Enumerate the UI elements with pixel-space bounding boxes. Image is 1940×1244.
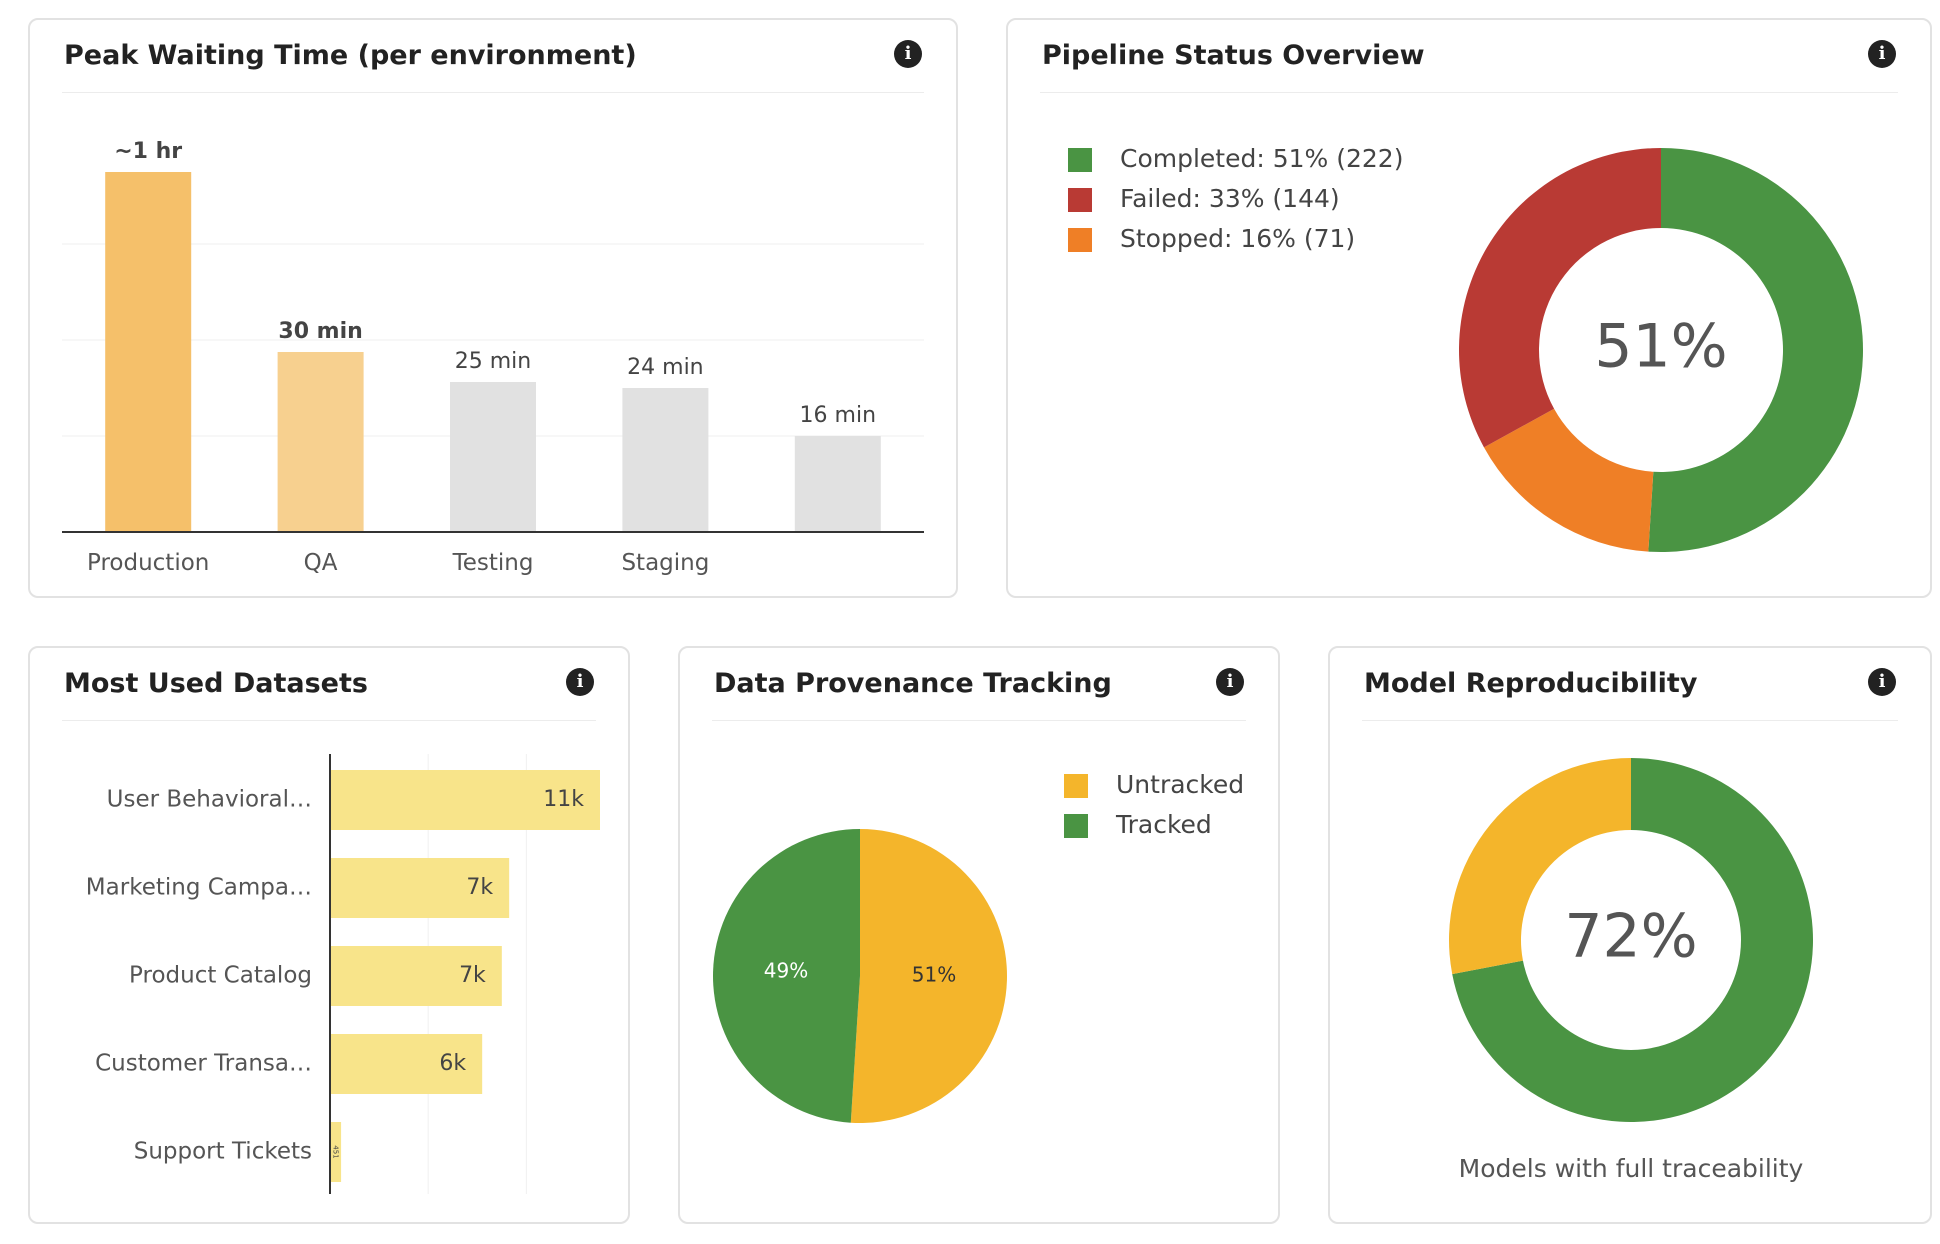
slice-tracked[interactable] [713,829,860,1123]
bar[interactable] [794,436,881,532]
card-header: Model Reproducibility i [1362,648,1898,721]
legend-swatch [1068,188,1092,212]
donut-center-label: 72% [1564,902,1697,972]
slice-stopped[interactable] [1483,408,1654,552]
legend-swatch [1064,814,1088,838]
legend-swatch [1068,148,1092,172]
slice-completed[interactable] [1648,148,1864,552]
category-tick-label: Testing [452,550,534,576]
most-used-datasets-card: Most Used Datasets i 11k 7k 7k 6k 451 User B… [28,646,630,1224]
bar-value-label: 11k [543,787,584,812]
info-icon[interactable]: i [1216,668,1244,696]
category-tick-label: Marketing Campa… [86,875,312,901]
slice-untracked[interactable] [850,829,1008,1123]
bar[interactable] [450,382,536,532]
card-title: Pipeline Status Overview [1042,40,1425,71]
card-header: Pipeline Status Overview i [1040,20,1898,93]
card-header: Most Used Datasets i [62,648,596,721]
legend-label: Tracked [1116,810,1212,839]
slice-failed[interactable] [1459,148,1661,448]
pipeline-donut-chart: 51% [1459,148,1864,552]
slice-not-traceable[interactable] [1449,758,1631,975]
chart-caption: Models with full traceability [1459,1154,1804,1183]
category-tick-label: User Behavioral… [107,787,312,813]
bar[interactable] [105,172,192,532]
pie-label-tracked: 49% [764,959,808,983]
info-icon[interactable]: i [1868,40,1896,68]
bar-value-label: ~1 hr [114,139,182,164]
peak-waiting-time-chart: ~1 hr 30 min 25 min 24 min 16 min Production… [62,139,924,576]
model-reproducibility-card: Model Reproducibility i 72% Models with … [1328,646,1932,1224]
bar[interactable] [330,770,600,830]
bar-value-label: 6k [439,1051,466,1076]
provenance-legend: Untracked Tracked [1064,770,1250,850]
donut-center-label: 51% [1594,312,1727,382]
bar[interactable] [277,352,364,532]
bar[interactable] [330,858,510,918]
info-icon[interactable]: i [894,40,922,68]
category-tick-label: Customer Transa… [95,1051,312,1077]
card-header: Data Provenance Tracking i [712,648,1246,721]
info-icon[interactable]: i [1868,668,1896,696]
legend-label: Completed: 51% (222) [1120,144,1404,173]
datasets-bar-chart: 11k 7k 7k 6k 451 User Behavioral… Marketing C… [86,754,600,1194]
bar-value-label: 25 min [455,349,531,374]
legend-label: Untracked [1116,770,1245,799]
card-title: Data Provenance Tracking [714,668,1112,699]
bar-value-label: 451 [332,1145,340,1158]
bar-value-label: 16 min [800,403,876,428]
legend-label: Stopped: 16% (71) [1120,224,1356,253]
pipeline-status-card: Pipeline Status Overview i Completed: 51… [1006,18,1932,598]
card-title: Model Reproducibility [1364,668,1698,699]
legend-label: Failed: 33% (144) [1120,184,1340,213]
slice-traceable[interactable] [1452,758,1813,1122]
bar-value-label: 30 min [278,319,362,344]
provenance-pie-chart: 51% 49% [713,829,1008,1123]
bar[interactable] [330,946,502,1006]
bar-value-label: 7k [466,875,493,900]
reproducibility-donut-chart: 72% Models with full traceability [1449,758,1813,1183]
category-tick-label: Staging [621,550,709,576]
category-tick-label: Production [87,550,209,576]
bar-value-label: 7k [459,963,486,988]
card-title: Most Used Datasets [64,668,368,699]
pipeline-legend: Completed: 51% (222) Failed: 33% (144) S… [1068,144,1488,284]
bar[interactable] [622,388,709,532]
card-header: Peak Waiting Time (per environment) i [62,20,924,93]
info-icon[interactable]: i [566,668,594,696]
pie-label-untracked: 51% [912,963,956,987]
category-tick-label: QA [304,550,338,576]
category-tick-label: Support Tickets [134,1139,312,1165]
bar-value-label: 24 min [627,355,703,380]
legend-swatch [1064,774,1088,798]
bar[interactable] [330,1034,483,1094]
category-tick-label: Product Catalog [129,963,312,989]
legend-swatch [1068,228,1092,252]
peak-waiting-time-card: Peak Waiting Time (per environment) i ~1… [28,18,958,598]
card-title: Peak Waiting Time (per environment) [64,40,637,71]
data-provenance-card: Data Provenance Tracking i Untracked Tra… [678,646,1280,1224]
bar[interactable] [330,1122,342,1182]
